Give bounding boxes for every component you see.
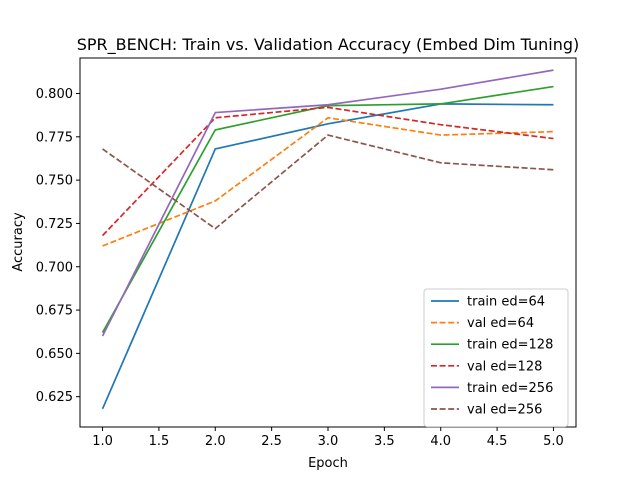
x-tick-label: 4.5 (487, 434, 508, 449)
plot-lines (101, 69, 554, 410)
series-line-val-ed-128 (101, 106, 554, 237)
x-tick-label: 5.0 (543, 434, 564, 449)
y-tick-label: 0.800 (36, 87, 73, 102)
series-line-val-ed-64 (102, 116, 554, 247)
y-tick-label: 0.675 (36, 304, 73, 319)
x-tick-label: 2.5 (261, 434, 282, 449)
x-tick-label: 2.0 (205, 434, 226, 449)
legend-label: train ed=128 (467, 338, 553, 353)
legend-label: val ed=128 (467, 359, 542, 374)
legend-label: train ed=256 (467, 381, 553, 396)
legend-label: train ed=64 (467, 295, 545, 310)
legend-label: val ed=64 (467, 316, 534, 331)
x-tick-label: 1.5 (149, 434, 170, 449)
y-tick-label: 0.750 (36, 174, 73, 189)
legend-box (423, 288, 569, 428)
series-line-train-ed-128 (101, 85, 554, 333)
series-line-train-ed-64 (101, 103, 554, 410)
x-tick-label: 4.0 (430, 434, 451, 449)
legend-label: val ed=256 (467, 403, 542, 418)
y-tick-label: 0.625 (36, 390, 73, 405)
x-tick-label: 3.5 (374, 434, 395, 449)
series-line-val-ed-256 (102, 134, 554, 230)
x-axis: 1.0 1.5 2.0 2.5 3.0 3.5 4.0 4.5 5.0 (92, 427, 564, 449)
series-line-train-ed-256 (101, 69, 554, 337)
legend: train ed=64 val ed=64 train ed=128 val ed=1… (423, 288, 569, 428)
y-tick-label: 0.725 (36, 217, 73, 232)
y-axis-title: Accuracy (11, 212, 26, 272)
y-tick-label: 0.700 (36, 260, 73, 275)
x-tick-label: 1.0 (92, 434, 113, 449)
chart-title: SPR_BENCH: Train vs. Validation Accuracy… (77, 35, 580, 55)
y-tick-label: 0.775 (36, 130, 73, 145)
y-tick-label: 0.650 (36, 347, 73, 362)
y-axis: 0.625 0.650 0.675 0.700 0.725 0.750 0.775 0.800 (36, 87, 80, 405)
x-axis-title: Epoch (308, 456, 348, 471)
x-tick-label: 3.0 (318, 434, 339, 449)
